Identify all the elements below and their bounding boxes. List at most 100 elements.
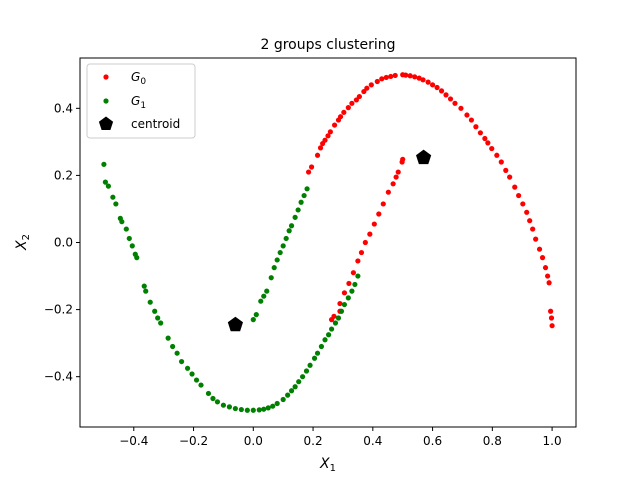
data-point-g1	[352, 281, 358, 288]
data-point-g1	[250, 407, 256, 413]
data-point-g0	[512, 184, 518, 190]
data-point-g1	[170, 343, 176, 350]
data-point-g0	[452, 100, 458, 106]
data-point-g1	[210, 395, 216, 402]
data-point-g0	[355, 258, 361, 264]
data-point-g0	[385, 189, 391, 195]
data-point-g0	[489, 145, 495, 152]
data-point-g1	[110, 194, 116, 200]
data-point-g0	[380, 201, 386, 207]
data-point-g0	[367, 231, 373, 237]
y-axis-label-base: X	[14, 240, 30, 251]
data-point-g0	[362, 239, 368, 246]
data-point-g0	[447, 96, 454, 102]
data-point-g0	[353, 97, 359, 103]
legend-label-g0: G0	[131, 70, 146, 87]
data-point-g0	[403, 72, 409, 78]
data-point-g1	[322, 337, 328, 343]
data-point-g0	[429, 82, 436, 88]
data-point-g0	[458, 105, 464, 111]
data-point-g0	[536, 246, 543, 252]
data-point-g1	[102, 179, 108, 185]
data-point-g0	[416, 75, 422, 81]
data-point-g1	[345, 295, 351, 301]
data-point-g1	[143, 288, 149, 294]
data-point-g0	[328, 317, 335, 323]
data-point-g0	[494, 152, 500, 158]
data-point-g0	[395, 169, 401, 175]
data-point-g1	[189, 371, 195, 377]
data-point-g0	[533, 236, 539, 242]
data-point-g0	[507, 174, 513, 180]
data-point-g1	[292, 214, 298, 220]
data-point-g0	[356, 93, 362, 100]
x-tick-label: 1.0	[543, 434, 562, 448]
data-point-g1	[280, 396, 286, 403]
data-point-g1	[268, 275, 274, 281]
data-point-g0	[346, 280, 352, 287]
centroid-marker	[416, 149, 432, 165]
data-point-g0	[390, 181, 396, 187]
data-point-g1	[152, 308, 158, 314]
data-point-g1	[198, 382, 204, 388]
legend-label-g1-sub: 1	[140, 101, 146, 111]
data-point-g0	[468, 117, 475, 123]
data-point-g1	[355, 273, 361, 279]
points-layer	[101, 72, 555, 413]
centroid-marker	[227, 316, 243, 332]
data-point-g1	[232, 405, 238, 412]
x-tick-label: −0.2	[179, 434, 208, 448]
data-point-g0	[498, 159, 504, 165]
data-point-g1	[129, 243, 135, 249]
y-tick-label: −0.4	[44, 370, 73, 384]
data-point-g0	[325, 133, 331, 139]
x-tick-label: 0.6	[423, 434, 442, 448]
data-point-g1	[277, 249, 283, 256]
data-point-g0	[545, 273, 551, 279]
data-point-g1	[332, 320, 339, 326]
data-point-g1	[311, 355, 318, 361]
data-point-g0	[350, 270, 356, 276]
data-point-g1	[288, 223, 295, 229]
data-point-g1	[298, 199, 304, 205]
data-point-g0	[530, 226, 536, 232]
legend-marker-centroid	[98, 116, 114, 130]
y-tick-label: −0.2	[44, 303, 73, 317]
x-axis-label: X1	[319, 456, 336, 474]
x-axis-label-base: X	[319, 456, 330, 472]
legend-label-g1-base: G	[131, 94, 140, 108]
data-point-g0	[477, 130, 483, 136]
data-point-g0	[425, 79, 431, 85]
data-point-g1	[261, 293, 267, 299]
data-point-g1	[244, 407, 250, 413]
data-point-g1	[338, 308, 345, 314]
data-point-g0	[438, 88, 445, 94]
x-tick-label: 0.2	[304, 434, 323, 448]
data-point-g0	[464, 112, 470, 118]
data-point-g1	[178, 358, 185, 365]
y-tick-label: 0.2	[54, 168, 73, 182]
data-point-g0	[371, 221, 377, 227]
data-point-g0	[374, 78, 380, 85]
data-point-g1	[274, 400, 280, 407]
data-point-g0	[393, 174, 399, 180]
y-tick-label: 0.4	[54, 101, 73, 115]
data-point-g0	[379, 76, 385, 82]
data-point-g0	[527, 218, 533, 224]
data-point-g1	[271, 265, 277, 271]
legend-marker-g0	[103, 74, 109, 80]
data-point-g1	[280, 243, 286, 249]
data-point-g0	[473, 124, 479, 130]
data-point-g0	[314, 152, 321, 158]
y-tick-label: 0.0	[54, 236, 73, 250]
data-point-g1	[303, 368, 310, 374]
legend-label-g1: G1	[131, 94, 146, 111]
x-axis-label-sub: 1	[330, 463, 336, 474]
data-point-g0	[322, 137, 328, 143]
data-point-g0	[485, 140, 491, 146]
data-point-g1	[326, 332, 332, 338]
data-point-g1	[301, 192, 307, 199]
data-point-g1	[335, 315, 342, 321]
data-point-g1	[250, 317, 256, 323]
data-point-g1	[261, 406, 267, 412]
